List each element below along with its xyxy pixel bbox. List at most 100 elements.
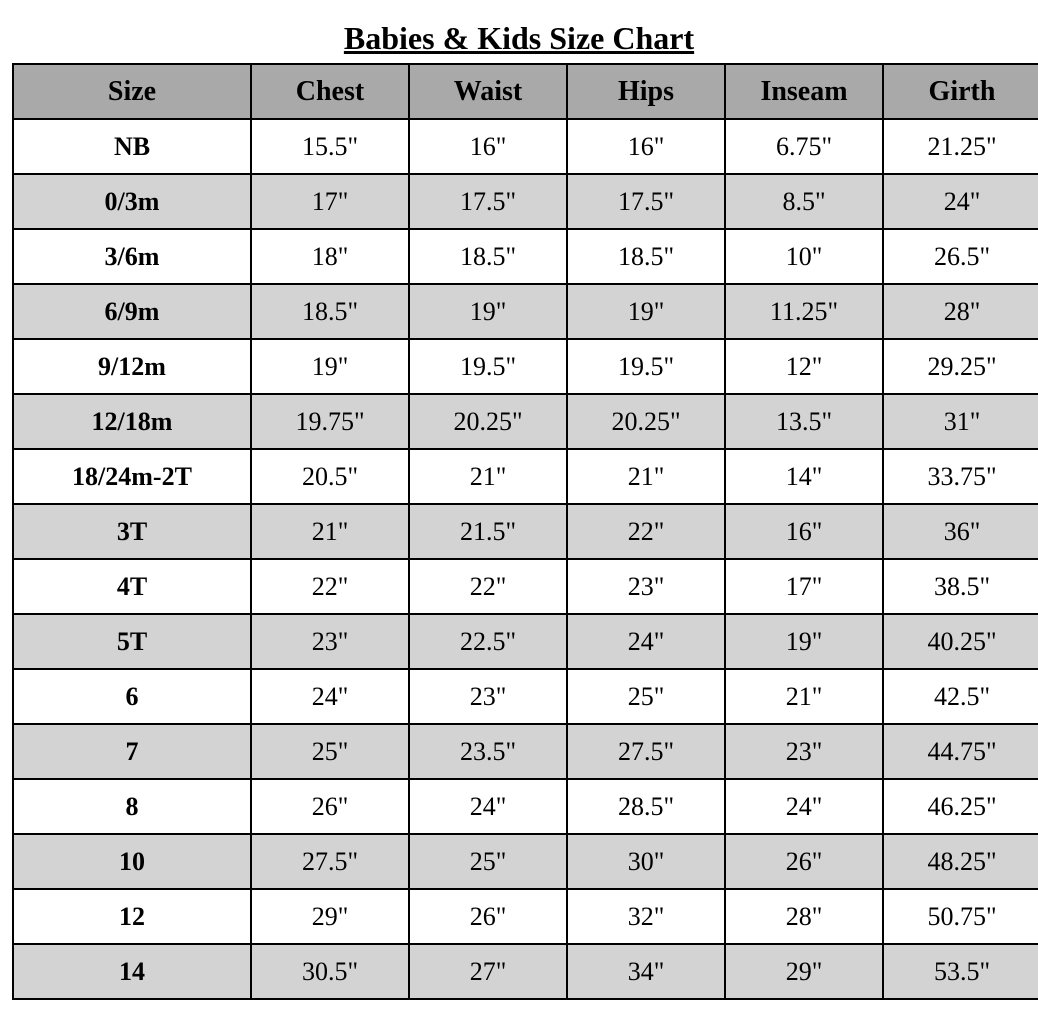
value-cell: 23" <box>567 559 725 614</box>
value-cell: 40.25" <box>883 614 1038 669</box>
value-cell: 23.5" <box>409 724 567 779</box>
column-header: Girth <box>883 64 1038 119</box>
value-cell: 24" <box>725 779 883 834</box>
value-cell: 13.5" <box>725 394 883 449</box>
value-cell: 21" <box>409 449 567 504</box>
value-cell: 53.5" <box>883 944 1038 999</box>
table-row: 1027.5"25"30"26"48.25" <box>13 834 1038 889</box>
value-cell: 20.25" <box>409 394 567 449</box>
size-cell: 3T <box>13 504 251 559</box>
value-cell: 20.25" <box>567 394 725 449</box>
value-cell: 14" <box>725 449 883 504</box>
column-header: Size <box>13 64 251 119</box>
value-cell: 24" <box>883 174 1038 229</box>
table-row: 624"23"25"21"42.5" <box>13 669 1038 724</box>
value-cell: 19" <box>251 339 409 394</box>
column-header: Hips <box>567 64 725 119</box>
value-cell: 27.5" <box>251 834 409 889</box>
value-cell: 18.5" <box>409 229 567 284</box>
value-cell: 26.5" <box>883 229 1038 284</box>
value-cell: 17" <box>725 559 883 614</box>
value-cell: 44.75" <box>883 724 1038 779</box>
value-cell: 18" <box>251 229 409 284</box>
value-cell: 21" <box>251 504 409 559</box>
value-cell: 19" <box>725 614 883 669</box>
value-cell: 29.25" <box>883 339 1038 394</box>
value-cell: 28" <box>883 284 1038 339</box>
value-cell: 21.25" <box>883 119 1038 174</box>
size-cell: NB <box>13 119 251 174</box>
value-cell: 32" <box>567 889 725 944</box>
value-cell: 18.5" <box>251 284 409 339</box>
value-cell: 24" <box>251 669 409 724</box>
table-row: 826"24"28.5"24"46.25" <box>13 779 1038 834</box>
table-row: 3T21"21.5"22"16"36" <box>13 504 1038 559</box>
value-cell: 34" <box>567 944 725 999</box>
table-header-row: SizeChestWaistHipsInseamGirth <box>13 64 1038 119</box>
value-cell: 29" <box>725 944 883 999</box>
size-cell: 4T <box>13 559 251 614</box>
column-header: Chest <box>251 64 409 119</box>
value-cell: 26" <box>409 889 567 944</box>
value-cell: 17" <box>251 174 409 229</box>
value-cell: 10" <box>725 229 883 284</box>
value-cell: 27.5" <box>567 724 725 779</box>
value-cell: 42.5" <box>883 669 1038 724</box>
value-cell: 16" <box>567 119 725 174</box>
value-cell: 38.5" <box>883 559 1038 614</box>
table-row: 1229"26"32"28"50.75" <box>13 889 1038 944</box>
value-cell: 21" <box>725 669 883 724</box>
value-cell: 23" <box>409 669 567 724</box>
value-cell: 24" <box>409 779 567 834</box>
table-row: 9/12m19"19.5"19.5"12"29.25" <box>13 339 1038 394</box>
table-row: 1430.5"27"34"29"53.5" <box>13 944 1038 999</box>
column-header: Inseam <box>725 64 883 119</box>
size-cell: 6/9m <box>13 284 251 339</box>
size-cell: 3/6m <box>13 229 251 284</box>
value-cell: 31" <box>883 394 1038 449</box>
size-cell: 12 <box>13 889 251 944</box>
value-cell: 21.5" <box>409 504 567 559</box>
value-cell: 36" <box>883 504 1038 559</box>
table-row: 5T23"22.5"24"19"40.25" <box>13 614 1038 669</box>
table-row: 6/9m18.5"19"19"11.25"28" <box>13 284 1038 339</box>
size-cell: 14 <box>13 944 251 999</box>
size-cell: 8 <box>13 779 251 834</box>
value-cell: 22" <box>251 559 409 614</box>
value-cell: 23" <box>725 724 883 779</box>
table-row: NB15.5"16"16"6.75"21.25" <box>13 119 1038 174</box>
table-row: 18/24m-2T20.5"21"21"14"33.75" <box>13 449 1038 504</box>
value-cell: 18.5" <box>567 229 725 284</box>
value-cell: 19" <box>409 284 567 339</box>
table-row: 3/6m18"18.5"18.5"10"26.5" <box>13 229 1038 284</box>
value-cell: 30.5" <box>251 944 409 999</box>
value-cell: 27" <box>409 944 567 999</box>
value-cell: 26" <box>251 779 409 834</box>
size-cell: 10 <box>13 834 251 889</box>
value-cell: 6.75" <box>725 119 883 174</box>
column-header: Waist <box>409 64 567 119</box>
size-cell: 18/24m-2T <box>13 449 251 504</box>
table-row: 12/18m19.75"20.25"20.25"13.5"31" <box>13 394 1038 449</box>
size-cell: 9/12m <box>13 339 251 394</box>
value-cell: 16" <box>725 504 883 559</box>
size-cell: 12/18m <box>13 394 251 449</box>
size-chart-table: SizeChestWaistHipsInseamGirth NB15.5"16"… <box>12 63 1038 1000</box>
value-cell: 8.5" <box>725 174 883 229</box>
value-cell: 48.25" <box>883 834 1038 889</box>
table-row: 4T22"22"23"17"38.5" <box>13 559 1038 614</box>
value-cell: 26" <box>725 834 883 889</box>
value-cell: 50.75" <box>883 889 1038 944</box>
size-cell: 0/3m <box>13 174 251 229</box>
value-cell: 25" <box>567 669 725 724</box>
value-cell: 28" <box>725 889 883 944</box>
value-cell: 23" <box>251 614 409 669</box>
value-cell: 21" <box>567 449 725 504</box>
value-cell: 22" <box>409 559 567 614</box>
value-cell: 19.75" <box>251 394 409 449</box>
value-cell: 19" <box>567 284 725 339</box>
value-cell: 12" <box>725 339 883 394</box>
value-cell: 30" <box>567 834 725 889</box>
value-cell: 20.5" <box>251 449 409 504</box>
value-cell: 17.5" <box>409 174 567 229</box>
